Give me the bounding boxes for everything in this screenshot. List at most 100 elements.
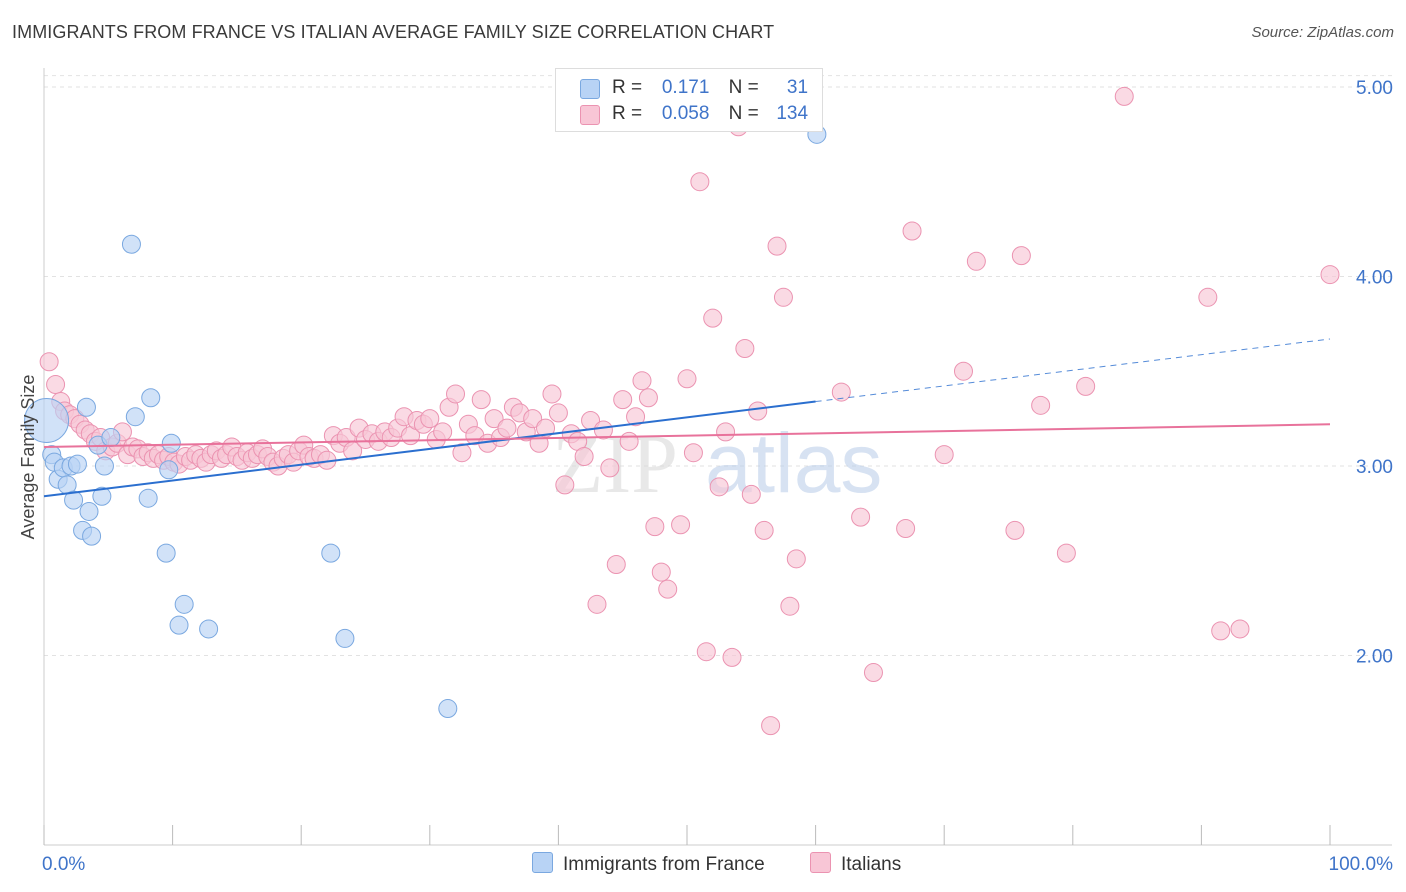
data-point-italians — [600, 458, 620, 478]
legend-swatch-italians — [580, 105, 600, 125]
data-point-italians — [471, 390, 491, 410]
data-point-france — [24, 397, 70, 443]
data-point-italians — [754, 520, 774, 540]
data-point-italians — [651, 562, 671, 582]
data-point-italians — [703, 308, 723, 328]
data-point-france — [438, 699, 458, 719]
legend-item-italians: Italians — [810, 852, 901, 876]
data-point-italians — [46, 374, 66, 394]
data-point-italians — [902, 221, 922, 241]
data-point-italians — [420, 409, 440, 429]
data-point-italians — [831, 382, 851, 402]
data-point-italians — [863, 663, 883, 683]
data-point-italians — [658, 579, 678, 599]
data-point-italians — [497, 418, 517, 438]
legend-swatch-italians — [810, 852, 831, 873]
legend-swatch-france — [580, 79, 600, 99]
data-point-italians — [536, 418, 556, 438]
data-point-italians — [523, 409, 543, 429]
y-tick-label: 5.00 — [1356, 78, 1393, 99]
data-point-italians — [780, 596, 800, 616]
data-point-france — [156, 543, 176, 563]
data-point-france — [335, 628, 355, 648]
grid-lines — [44, 75, 1392, 656]
source-label: Source: ZipAtlas.com — [1251, 24, 1394, 41]
trend-line-italians — [43, 423, 1331, 449]
data-point-italians — [542, 384, 562, 404]
legend-label-italians: Italians — [841, 854, 902, 875]
data-point-france — [79, 501, 99, 521]
data-point-italians — [619, 431, 639, 451]
legend-label-france: Immigrants from France — [563, 854, 765, 875]
data-point-italians — [786, 549, 806, 569]
data-point-italians — [587, 594, 607, 614]
n-label: N = — [728, 103, 759, 124]
data-point-france — [174, 594, 194, 614]
r-value-france: 0.171 — [661, 77, 710, 98]
r-label: R = — [612, 77, 643, 98]
data-point-italians — [645, 517, 665, 537]
data-point-italians — [555, 475, 575, 495]
data-point-france — [161, 433, 181, 453]
data-point-italians — [574, 447, 594, 466]
data-point-france — [76, 397, 96, 417]
data-point-italians — [638, 388, 658, 408]
data-point-france — [321, 543, 341, 563]
stats-legend: R = 0.171 N = 31 R = 0.058 N = 134 — [555, 68, 823, 132]
data-point-italians — [1114, 86, 1134, 106]
data-point-italians — [696, 642, 716, 662]
trend-lines — [43, 338, 1331, 498]
data-point-italians — [446, 384, 466, 404]
trend-line-france — [43, 400, 816, 498]
data-point-italians — [613, 390, 633, 410]
data-point-italians — [934, 445, 954, 465]
data-point-italians — [1230, 619, 1250, 639]
data-point-italians — [683, 443, 703, 463]
data-point-italians — [484, 409, 504, 429]
series-italians-points — [39, 86, 1340, 736]
data-point-france — [94, 456, 114, 476]
y-tick-label: 4.00 — [1356, 267, 1393, 288]
data-point-italians — [748, 401, 768, 421]
data-point-italians — [690, 172, 710, 192]
x-tick-label: 0.0% — [42, 854, 85, 875]
data-point-france — [64, 490, 84, 510]
y-tick-label: 2.00 — [1356, 646, 1393, 667]
data-point-italians — [1320, 265, 1340, 285]
data-point-italians — [1198, 287, 1218, 307]
data-point-italians — [548, 403, 568, 423]
data-point-france — [125, 407, 145, 427]
data-point-france — [169, 615, 189, 635]
data-point-italians — [851, 507, 871, 527]
data-point-italians — [1031, 395, 1051, 415]
data-point-italians — [716, 422, 736, 442]
data-point-france — [159, 460, 179, 480]
data-point-italians — [1076, 376, 1096, 396]
data-point-france — [121, 234, 141, 254]
data-point-italians — [671, 515, 691, 535]
n-label: N = — [728, 77, 759, 98]
data-point-italians — [1005, 520, 1025, 540]
n-value-italians: 134 — [776, 103, 809, 124]
data-point-italians — [39, 352, 59, 372]
data-point-italians — [735, 338, 755, 358]
data-point-italians — [626, 407, 646, 427]
data-point-italians — [593, 420, 613, 440]
data-point-italians — [1011, 246, 1031, 266]
data-point-france — [82, 526, 102, 546]
data-point-france — [141, 388, 161, 408]
data-point-italians — [773, 287, 793, 307]
data-point-italians — [632, 371, 652, 391]
data-point-italians — [433, 422, 453, 442]
data-point-france — [67, 454, 87, 474]
y-axis-label: Average Family Size — [18, 375, 38, 540]
r-label: R = — [612, 103, 643, 124]
data-point-italians — [677, 369, 697, 389]
data-point-france — [138, 488, 158, 508]
data-point-france — [92, 486, 112, 506]
data-point-italians — [761, 716, 781, 736]
data-point-italians — [1211, 621, 1231, 641]
data-point-france — [199, 619, 219, 639]
data-point-italians — [953, 361, 973, 381]
